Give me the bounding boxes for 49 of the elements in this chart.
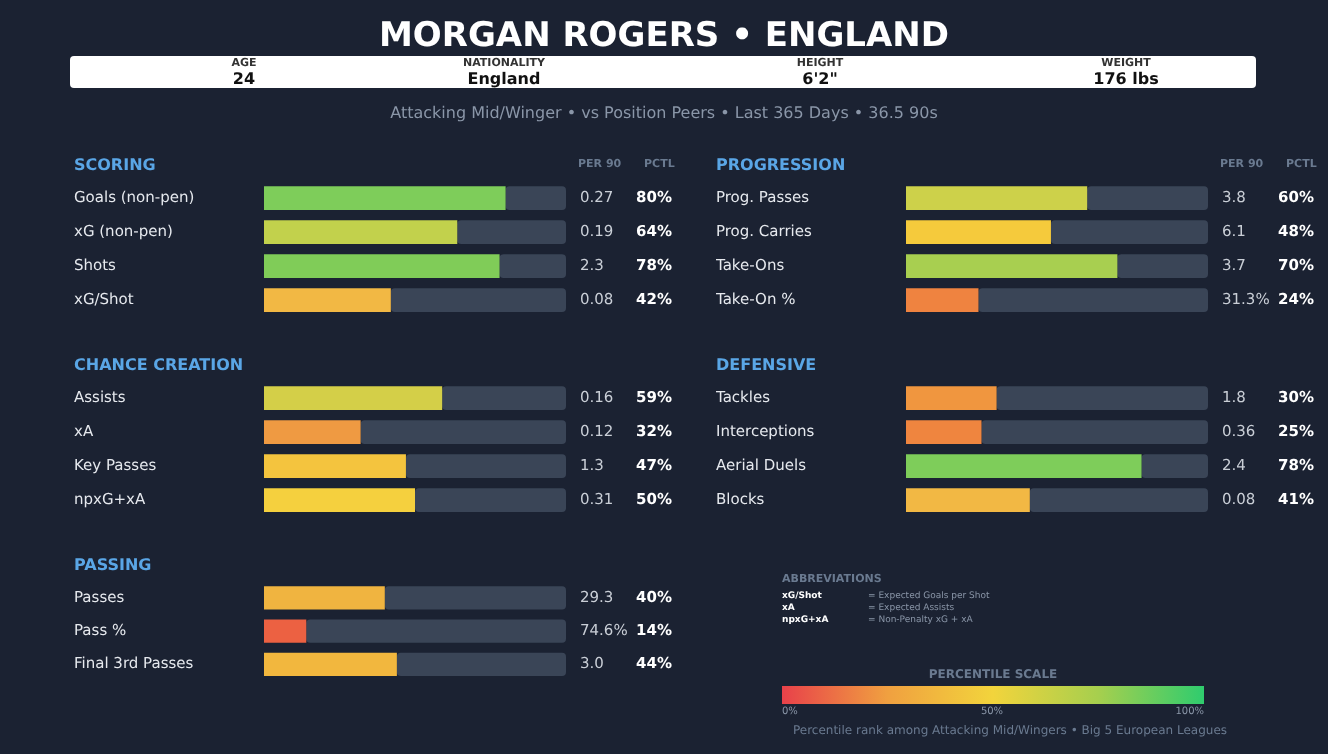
bar: [906, 186, 1088, 211]
text: England: [465, 70, 543, 88]
bar: [264, 652, 397, 677]
bar: [906, 254, 1118, 278]
bar: [415, 488, 566, 512]
bar: [306, 619, 566, 643]
text: PASSING: [74, 555, 152, 574]
text: MORGAN ROGERS • ENGLAND: [377, 16, 951, 56]
bar: [1141, 454, 1208, 478]
bar: [384, 586, 566, 610]
bar: [390, 288, 566, 312]
bar: [906, 288, 979, 312]
bar: [264, 420, 361, 445]
bar: [1050, 220, 1208, 245]
bar: [1029, 488, 1208, 512]
bar: [906, 220, 1051, 245]
bar: [505, 186, 566, 211]
bar: [499, 254, 566, 278]
bar: [906, 488, 1030, 512]
chart-title: PROGRESSION: [716, 155, 846, 174]
text: Attacking Mid/Winger • vs Position Peers • Last 365 Days • 36.5 90s: [388, 104, 940, 122]
bar: [264, 186, 506, 211]
bar: [264, 454, 406, 478]
bar: [264, 254, 500, 278]
bar: [906, 386, 997, 411]
bar: [1117, 254, 1208, 278]
bar: [978, 288, 1208, 312]
bar: [264, 220, 458, 245]
bar: [360, 420, 566, 445]
bar: [996, 386, 1208, 411]
bar: [264, 488, 415, 512]
bar: [264, 586, 385, 610]
bar: [405, 454, 566, 478]
bar: [981, 420, 1208, 445]
bar: [457, 220, 566, 245]
bar: [442, 386, 566, 411]
bar: [906, 454, 1142, 478]
bar: [906, 420, 982, 445]
text: 6'2": [800, 70, 840, 88]
bar: [1087, 186, 1208, 211]
bar: [396, 652, 566, 677]
text: SCORING: [74, 155, 156, 174]
text: DEFENSIVE: [716, 355, 817, 374]
bar: [264, 288, 391, 312]
text: 24: [230, 70, 258, 88]
chart-title: CHANCE CREATION: [74, 355, 244, 374]
bar: [264, 386, 443, 411]
bar: [264, 619, 307, 643]
text: 176 lbs: [1091, 70, 1161, 88]
